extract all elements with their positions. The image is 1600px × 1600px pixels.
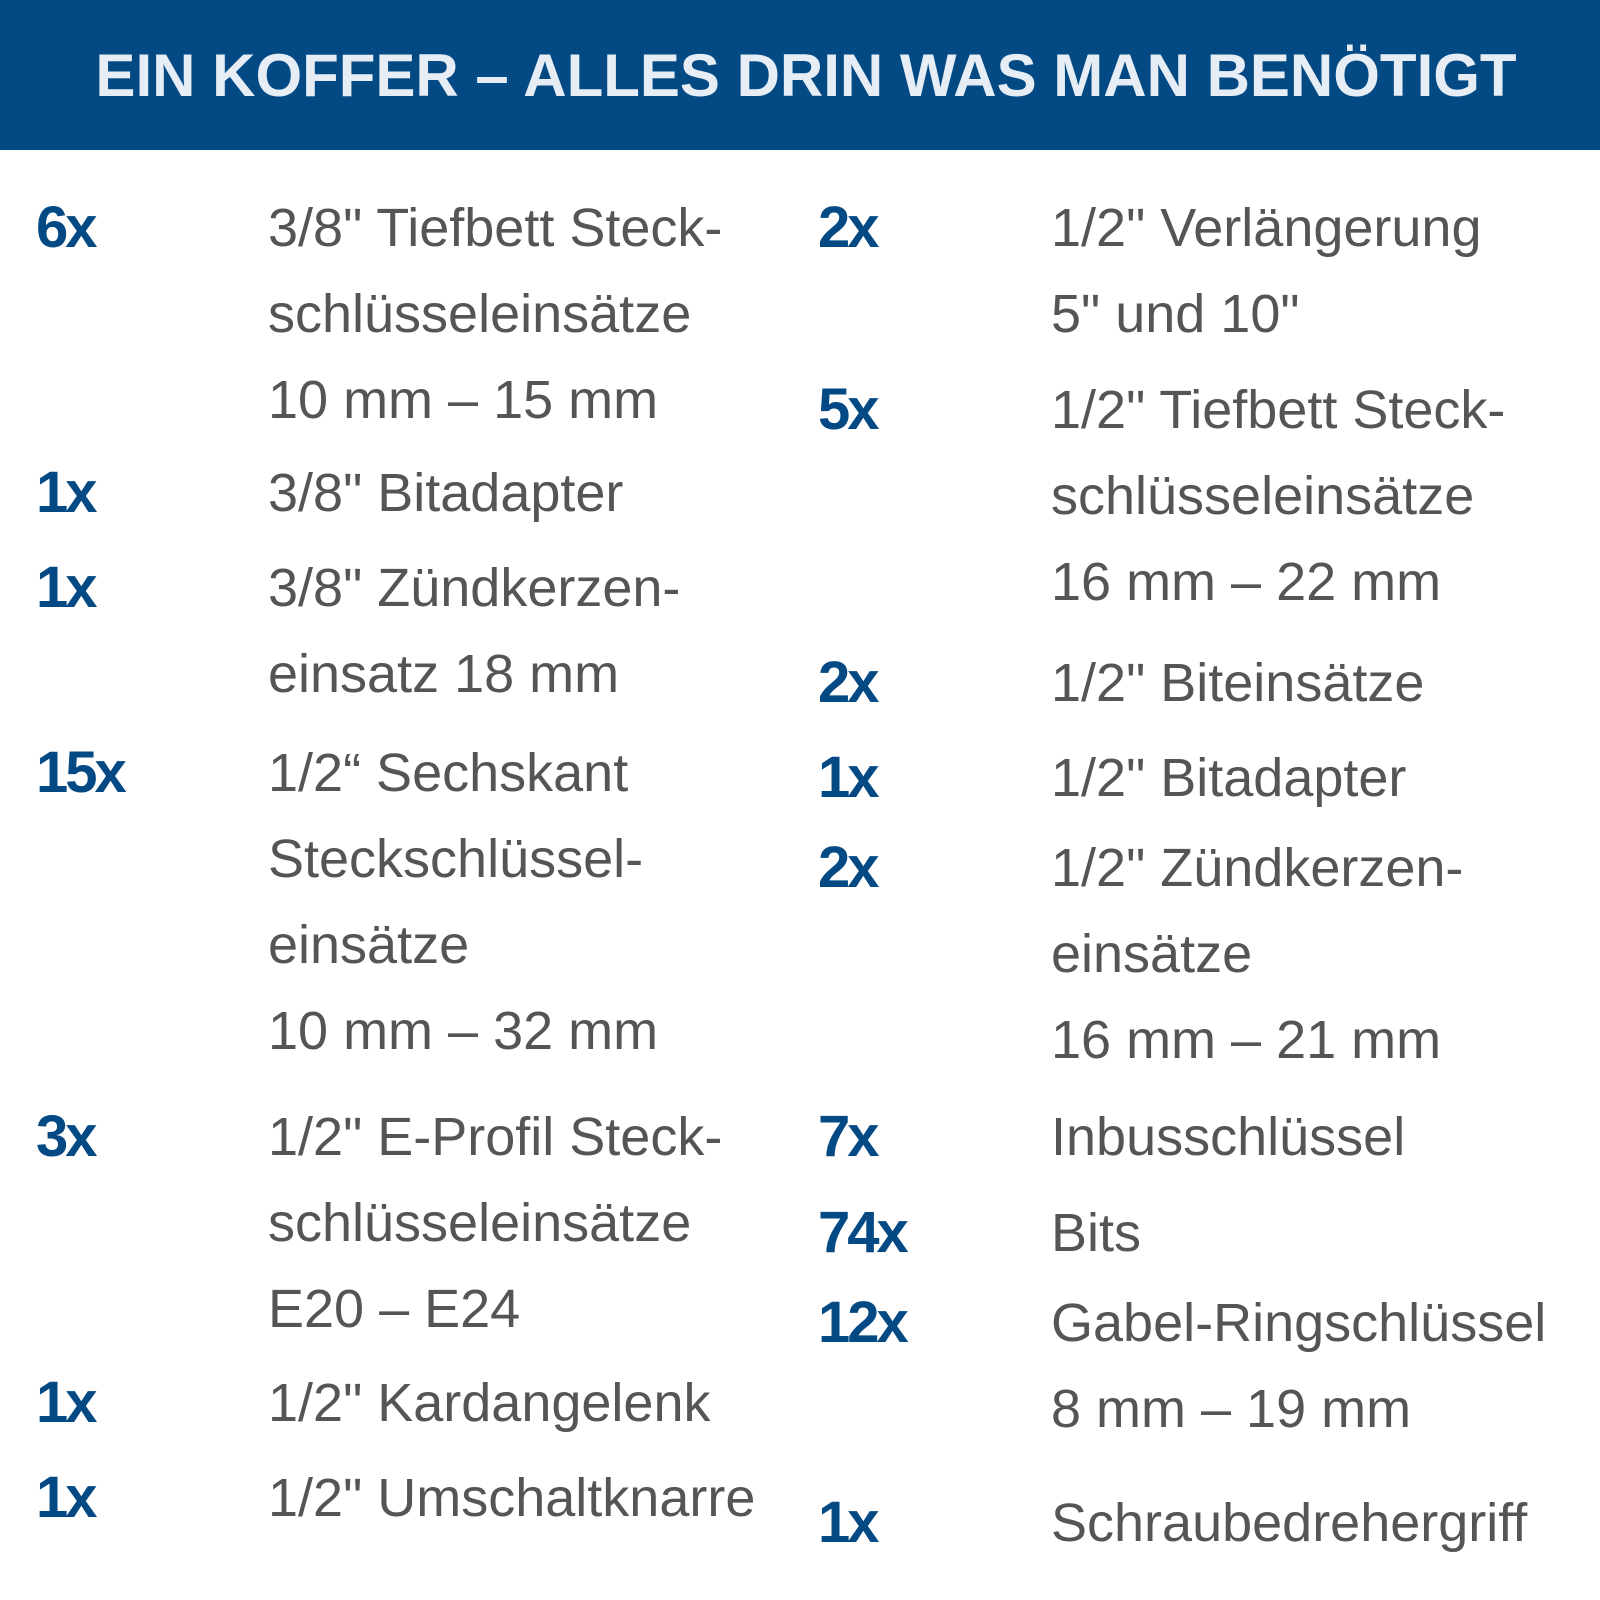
left-item-description: 1/2“ Sechskant Steckschlüssel-einsätze 10 … <box>268 730 658 1074</box>
description-line: E20 – E24 <box>268 1279 521 1339</box>
right-item-quantity: 7x <box>818 1104 879 1169</box>
left-item-description: 1/2" Kardangelenk <box>268 1360 711 1446</box>
left-item-quantity: 1x <box>36 1465 97 1530</box>
left-item-quantity: 1x <box>36 1370 97 1435</box>
description-line: 1/2" Verlängerung <box>1051 198 1482 258</box>
right-item-description: 1/2" Zündkerzen-einsätze 16 mm – 21 mm <box>1051 825 1463 1083</box>
right-item-description: 1/2" Tiefbett Steck-schlüsseleinsätze 16 … <box>1051 367 1505 625</box>
description-line: schlüsseleinsätze <box>268 284 692 344</box>
right-item-quantity: 12x <box>818 1290 909 1355</box>
right-item-description: Gabel-Ringschlüssel 8 mm – 19 mm <box>1051 1280 1546 1452</box>
description-line: 1/2" Tiefbett Steck- <box>1051 380 1506 440</box>
right-item-description: Bits <box>1051 1190 1141 1276</box>
description-line: 3/8" Tiefbett Steck- <box>268 198 723 258</box>
description-line: Bits <box>1051 1203 1142 1263</box>
description-line: 1/2" E-Profil Steck- <box>268 1107 723 1167</box>
right-item-quantity: 5x <box>818 377 879 442</box>
left-item-quantity: 3x <box>36 1104 97 1169</box>
right-item-description: 1/2" Verlängerung 5" und 10" <box>1051 185 1482 357</box>
right-item-quantity: 2x <box>818 195 879 260</box>
left-item-description: 3/8" Tiefbett Steck-schlüsseleinsätze 10 … <box>268 185 722 443</box>
description-line: Inbusschlüssel <box>1051 1107 1406 1167</box>
description-line: 3/8" Zündkerzen- <box>268 558 681 618</box>
description-line: 10 mm – 32 mm <box>268 1001 659 1061</box>
description-line: 16 mm – 21 mm <box>1051 1010 1442 1070</box>
description-line: 1/2" Biteinsätze <box>1051 653 1425 713</box>
description-line: einsätze <box>1051 924 1253 984</box>
description-line: 1/2" Zündkerzen- <box>1051 838 1464 898</box>
right-item-description: 1/2" Biteinsätze <box>1051 640 1424 726</box>
right-item-quantity: 2x <box>818 835 879 900</box>
left-item-quantity: 15x <box>36 740 127 805</box>
description-line: 10 mm – 15 mm <box>268 370 659 430</box>
right-item-quantity: 2x <box>818 650 879 715</box>
header-banner: EIN KOFFER – ALLES DRIN WAS MAN BENÖTIGT <box>0 0 1600 150</box>
description-line: schlüsseleinsätze <box>1051 466 1475 526</box>
description-line: 16 mm – 22 mm <box>1051 552 1442 612</box>
description-line: 3/8" Bitadapter <box>268 463 624 523</box>
description-line: 1/2" Umschaltknarre <box>268 1468 756 1528</box>
description-line: 1/2" Kardangelenk <box>268 1373 711 1433</box>
right-item-quantity: 1x <box>818 745 879 810</box>
description-line: einsatz 18 mm <box>268 644 620 704</box>
left-item-description: 1/2" E-Profil Steck-schlüsseleinsätze E20… <box>268 1094 722 1352</box>
page-title: EIN KOFFER – ALLES DRIN WAS MAN BENÖTIGT <box>95 42 1517 109</box>
description-line: Gabel-Ringschlüssel <box>1051 1293 1547 1353</box>
right-item-description: Inbusschlüssel <box>1051 1094 1405 1180</box>
left-item-description: 3/8" Zündkerzen-einsatz 18 mm <box>268 545 680 717</box>
description-line: Schraubedrehergriff <box>1051 1493 1528 1553</box>
right-item-quantity: 74x <box>818 1200 909 1265</box>
left-item-quantity: 1x <box>36 555 97 620</box>
description-line: 1/2“ Sechskant <box>268 743 629 803</box>
left-item-quantity: 1x <box>36 460 97 525</box>
description-line: einsätze <box>268 915 470 975</box>
description-line: 8 mm – 19 mm <box>1051 1379 1412 1439</box>
description-line: 5" und 10" <box>1051 284 1300 344</box>
description-line: Steckschlüssel- <box>268 829 644 889</box>
left-item-quantity: 6x <box>36 195 97 260</box>
right-item-quantity: 1x <box>818 1490 879 1555</box>
left-item-description: 1/2" Umschaltknarre <box>268 1455 755 1541</box>
description-line: 1/2" Bitadapter <box>1051 748 1407 808</box>
description-line: schlüsseleinsätze <box>268 1193 692 1253</box>
right-item-description: Schraubedrehergriff <box>1051 1480 1527 1566</box>
left-item-description: 3/8" Bitadapter <box>268 450 623 536</box>
right-item-description: 1/2" Bitadapter <box>1051 735 1406 821</box>
